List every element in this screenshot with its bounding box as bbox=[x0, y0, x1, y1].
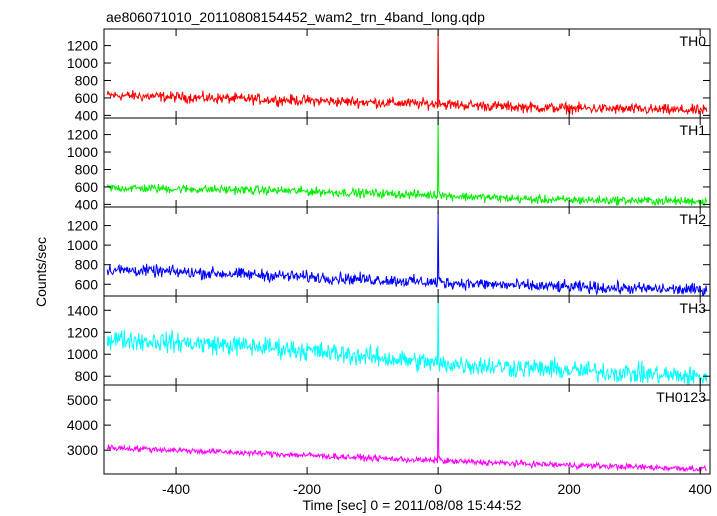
y-tick-label: 1400 bbox=[67, 302, 98, 318]
y-tick-label: 800 bbox=[75, 72, 99, 88]
y-tick-label: 800 bbox=[75, 161, 99, 177]
panel-frame bbox=[103, 384, 711, 475]
panel-frame bbox=[103, 295, 711, 386]
x-axis-label: Time [sec] 0 = 2011/08/08 15:44:52 bbox=[302, 497, 521, 513]
y-tick-label: 800 bbox=[75, 257, 99, 273]
chart-title: ae806071010_20110808154452_wam2_trn_4ban… bbox=[106, 9, 485, 25]
panel-label-th3: TH3 bbox=[680, 300, 707, 316]
x-tick-label: -400 bbox=[162, 481, 190, 497]
panel-th2: 600 800 1000 1200 TH2 bbox=[67, 206, 711, 297]
panel-th3: 800 1000 1200 1400 TH3 bbox=[67, 295, 711, 386]
series-line-th0123 bbox=[106, 385, 707, 473]
y-tick-label: 1200 bbox=[67, 38, 98, 54]
series-line-th2 bbox=[106, 211, 708, 296]
panel-label-th0123: TH0123 bbox=[656, 389, 706, 405]
series-line-th1 bbox=[106, 118, 708, 207]
x-tick-label: -200 bbox=[293, 481, 321, 497]
y-tick-label: 600 bbox=[75, 276, 99, 292]
y-tick-label: 400 bbox=[75, 107, 99, 123]
y-tick-label: 1000 bbox=[67, 144, 98, 160]
y-tick-label: 5000 bbox=[67, 392, 98, 408]
y-tick-label: 1000 bbox=[67, 55, 98, 71]
panel-label-th1: TH1 bbox=[680, 122, 707, 138]
y-tick-label: 600 bbox=[75, 90, 99, 106]
y-tick-label: 600 bbox=[75, 179, 99, 195]
y-tick-label: 4000 bbox=[67, 417, 98, 433]
y-tick-label: 1000 bbox=[67, 237, 98, 253]
y-tick-label: 1200 bbox=[67, 218, 98, 234]
y-tick-label: 400 bbox=[75, 196, 99, 212]
y-tick-label: 1200 bbox=[67, 127, 98, 143]
y-tick-label: 1200 bbox=[67, 324, 98, 340]
y-tick-label: 800 bbox=[75, 368, 99, 384]
x-tick-label: 200 bbox=[557, 481, 581, 497]
x-axis: -400 -200 0 200 400 bbox=[162, 481, 712, 497]
series-line-th3 bbox=[106, 296, 708, 385]
panel-label-th2: TH2 bbox=[680, 211, 707, 227]
x-tick-label: 0 bbox=[434, 481, 442, 497]
series-line-th0 bbox=[106, 29, 708, 116]
x-tick-label: 400 bbox=[688, 481, 712, 497]
y-tick-label: 1000 bbox=[67, 346, 98, 362]
panel-th0123: 3000 4000 5000 TH0123 bbox=[67, 384, 711, 475]
panel-label-th0: TH0 bbox=[680, 33, 707, 49]
y-tick-label: 3000 bbox=[67, 442, 98, 458]
y-axis-label: Counts/sec bbox=[33, 237, 49, 307]
